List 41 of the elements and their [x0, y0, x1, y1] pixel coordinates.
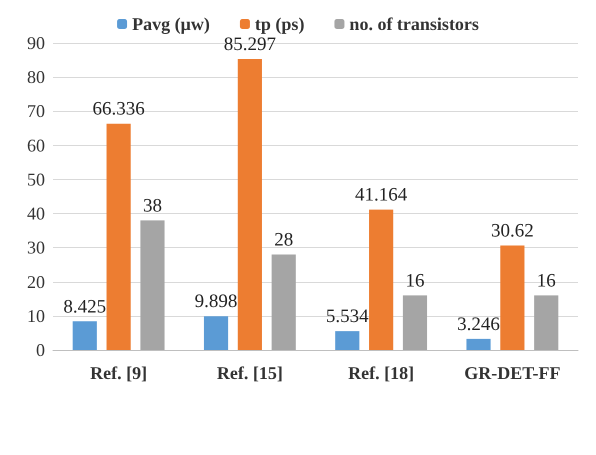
data-label: 28 [274, 229, 294, 250]
bar [500, 246, 524, 350]
legend-label: no. of transistors [349, 14, 479, 34]
bar [272, 254, 296, 350]
data-label: 3.246 [457, 314, 500, 335]
x-tick-label: Ref. [9] [90, 363, 148, 383]
bar [369, 210, 394, 350]
y-tick-label: 30 [27, 238, 45, 258]
bar [72, 321, 97, 350]
x-tick-label: Ref. [15] [216, 363, 283, 383]
y-tick-label: 10 [27, 306, 45, 326]
y-tick-label: 60 [27, 135, 45, 156]
x-tick-label: Ref. [18] [348, 363, 414, 383]
bar [402, 295, 428, 350]
bar [140, 220, 165, 350]
data-label: 38 [142, 195, 162, 216]
bar [534, 295, 558, 350]
data-label: 9.898 [194, 291, 238, 312]
legend-label: Pavg (µw) [132, 14, 210, 34]
data-label: 8.425 [63, 296, 106, 318]
data-label: 16 [536, 270, 556, 292]
bar [204, 316, 228, 350]
data-label: 30.62 [491, 220, 534, 242]
bar [238, 59, 262, 350]
y-tick-label: 90 [27, 33, 45, 53]
y-tick-label: 40 [27, 204, 45, 224]
y-tick-label: 0 [36, 340, 45, 360]
y-tick-label: 20 [27, 272, 45, 292]
data-label: 66.336 [92, 98, 145, 120]
y-tick-label: 70 [27, 101, 45, 122]
data-label: 41.164 [355, 184, 408, 206]
y-tick-label: 80 [27, 67, 45, 88]
legend-label: tp (ps) [254, 14, 304, 34]
bar [466, 338, 491, 350]
data-label: 85.297 [224, 34, 276, 56]
x-tick-label: GR-DET-FF [464, 363, 561, 383]
data-label: 16 [405, 270, 424, 292]
y-tick-label: 50 [27, 169, 45, 190]
data-label: 5.534 [326, 306, 370, 328]
bar [335, 331, 360, 350]
bar [106, 124, 131, 350]
